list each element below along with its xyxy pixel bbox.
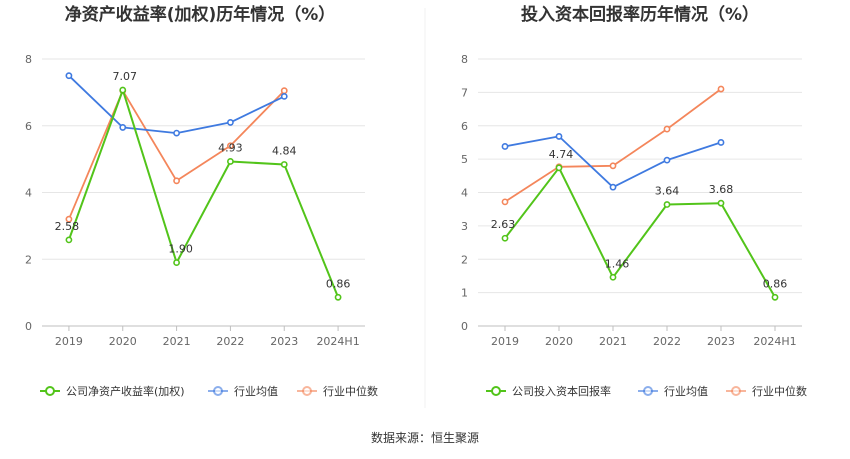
company-data-point[interactable] — [173, 259, 180, 266]
legend-item-industry-median[interactable]: 行业中位数 — [726, 384, 807, 398]
y-tick-label: 6 — [461, 120, 468, 133]
industry-avg-data-point[interactable] — [663, 156, 671, 164]
legend-swatch-marker — [731, 386, 741, 396]
legend-label: 行业中位数 — [323, 384, 378, 398]
legend-label: 公司净资产收益率(加权) — [66, 384, 185, 398]
x-tick-label: 2024H1 — [316, 335, 359, 348]
industry-avg-data-point[interactable] — [280, 92, 288, 100]
industry-avg-data-point[interactable] — [609, 183, 617, 191]
y-tick-label: 8 — [25, 53, 32, 66]
x-tick-label: 2019 — [491, 335, 519, 348]
legend-label: 行业中位数 — [752, 384, 807, 398]
y-tick-label: 4 — [25, 187, 32, 200]
legend-item-industry-median[interactable]: 行业中位数 — [297, 384, 378, 398]
data-label: 2.63 — [491, 218, 516, 231]
x-tick-label: 2020 — [545, 335, 573, 348]
company-data-point[interactable] — [227, 158, 234, 165]
legend-item-industry-avg[interactable]: 行业均值 — [638, 385, 708, 398]
chart-title: 净资产收益率(加权)历年情况（%） — [65, 4, 336, 25]
y-tick-label: 2 — [25, 253, 32, 266]
legend-label: 行业均值 — [234, 385, 278, 398]
company-data-point[interactable] — [609, 273, 617, 281]
roic-chart: 投入资本回报率历年情况（%） 0 1 2 3 4 5 6 7 8 2019 2020 2021 2022 2… — [461, 4, 807, 398]
company-data-point[interactable] — [119, 86, 127, 94]
company-data-point[interactable] — [771, 293, 779, 301]
data-label: 4.84 — [272, 144, 297, 157]
data-label: 4.93 — [218, 141, 243, 154]
industry-median-data-point[interactable] — [227, 142, 234, 150]
company-data-point[interactable] — [501, 234, 509, 242]
industry-median-data-point[interactable] — [280, 87, 288, 95]
x-tick-label: 2024H1 — [753, 335, 796, 348]
y-tick-label: 4 — [461, 187, 468, 200]
data-source-note: 数据来源：恒生聚源 — [371, 430, 479, 445]
industry-avg-data-point[interactable] — [173, 129, 180, 137]
x-tick-label: 2020 — [109, 335, 137, 348]
data-label: 4.74 — [549, 148, 574, 161]
company-data-point[interactable] — [717, 199, 725, 207]
data-label: 3.68 — [709, 183, 734, 196]
industry-avg-data-point[interactable] — [501, 143, 509, 150]
industry-median-data-point[interactable] — [173, 177, 180, 185]
legend-swatch-marker — [491, 386, 501, 396]
industry-median-data-point[interactable] — [65, 215, 73, 223]
legend-item-industry-avg[interactable]: 行业均值 — [208, 385, 278, 398]
roe-chart: 净资产收益率(加权)历年情况（%） 0 2 4 6 8 2019 2020 2021 2022 20… — [25, 4, 378, 398]
y-tick-label: 1 — [461, 287, 468, 300]
industry-avg-data-point[interactable] — [717, 139, 725, 146]
industry-avg-data-point[interactable] — [555, 133, 563, 140]
industry-avg-data-point[interactable] — [119, 124, 127, 131]
x-tick-label: 2021 — [163, 335, 191, 348]
legend-swatch-marker — [302, 386, 312, 396]
x-tick-label: 2023 — [270, 335, 298, 348]
industry-median-series-line — [68, 89, 285, 220]
y-tick-label: 6 — [25, 120, 32, 133]
legend-swatch-marker — [213, 386, 223, 396]
company-data-point[interactable] — [334, 293, 342, 301]
company-data-point[interactable] — [663, 201, 671, 208]
x-tick-label: 2021 — [599, 335, 627, 348]
y-tick-label: 7 — [461, 86, 468, 99]
data-label: 0.86 — [326, 277, 351, 290]
legend-label: 行业均值 — [664, 385, 708, 398]
industry-median-data-point[interactable] — [717, 85, 725, 93]
company-data-point[interactable] — [65, 236, 73, 244]
data-label: 3.64 — [655, 185, 680, 198]
legend-swatch-marker — [643, 386, 653, 396]
data-label: 2.58 — [55, 220, 80, 233]
company-data-point[interactable] — [280, 161, 288, 168]
industry-avg-series-line — [504, 135, 722, 189]
x-tick-label: 2019 — [55, 335, 83, 348]
legend-label: 公司投入资本回报率 — [512, 384, 611, 398]
chart-title: 投入资本回报率历年情况（%） — [521, 4, 759, 25]
y-tick-label: 0 — [461, 320, 468, 333]
legend-item-company[interactable]: 公司净资产收益率(加权) — [40, 384, 185, 398]
data-label: 1.46 — [605, 257, 630, 270]
company-series-line — [504, 166, 776, 298]
y-tick-label: 5 — [461, 153, 468, 166]
data-label: 7.07 — [113, 70, 138, 83]
legend-swatch-marker — [45, 386, 55, 396]
y-tick-label: 2 — [461, 253, 468, 266]
data-label: 0.86 — [763, 277, 788, 290]
industry-median-data-point[interactable] — [501, 198, 509, 206]
industry-avg-data-point[interactable] — [227, 119, 234, 126]
y-tick-label: 3 — [461, 220, 468, 233]
data-label: 1.90 — [168, 243, 193, 256]
x-tick-label: 2022 — [216, 335, 244, 348]
y-tick-label: 0 — [25, 320, 32, 333]
company-series-line — [67, 89, 340, 298]
industry-median-data-point[interactable] — [663, 125, 671, 133]
industry-avg-data-point[interactable] — [65, 72, 73, 80]
industry-median-data-point[interactable] — [609, 162, 617, 170]
x-tick-label: 2023 — [707, 335, 735, 348]
legend-item-company[interactable]: 公司投入资本回报率 — [486, 384, 611, 398]
x-tick-label: 2022 — [653, 335, 681, 348]
company-data-point[interactable] — [555, 164, 563, 172]
y-tick-label: 8 — [461, 53, 468, 66]
